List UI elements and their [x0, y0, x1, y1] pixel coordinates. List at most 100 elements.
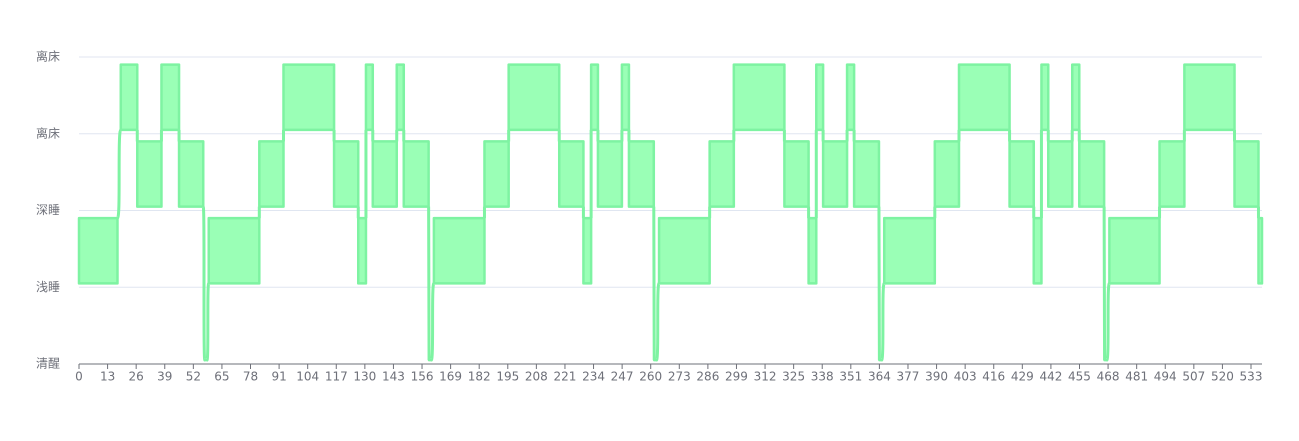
x-tick-label: 533 [1240, 370, 1263, 384]
x-tick-label: 78 [243, 370, 258, 384]
transition [882, 283, 885, 360]
sleep-band [959, 65, 1010, 130]
sleep-band [1079, 141, 1104, 206]
sleep-band [79, 218, 117, 283]
x-tick-label: 52 [186, 370, 201, 384]
x-tick-label: 338 [811, 370, 834, 384]
x-tick-label: 429 [1011, 370, 1034, 384]
sleep-band [259, 141, 283, 206]
x-tick-label: 455 [1068, 370, 1091, 384]
sleep-band [559, 141, 583, 206]
sleep-band [1109, 218, 1159, 283]
x-tick-label: 325 [782, 370, 805, 384]
x-tick-label: 13 [100, 370, 115, 384]
x-tick-label: 65 [214, 370, 229, 384]
x-tick-label: 221 [554, 370, 577, 384]
x-tick-label: 390 [925, 370, 948, 384]
transition [431, 283, 434, 360]
y-tick-label: 离床 [36, 125, 60, 140]
sleep-band [583, 218, 591, 283]
sleep-band [121, 65, 137, 130]
transition [203, 207, 205, 361]
sleep-band [823, 141, 847, 206]
sleep-band [1034, 218, 1042, 283]
transition [117, 130, 120, 218]
transition [656, 283, 659, 360]
sleep-band [137, 141, 161, 206]
y-tick-label: 深睡 [36, 203, 60, 217]
sleep-band [935, 141, 959, 206]
x-tick-label: 26 [129, 370, 144, 384]
x-tick-label: 403 [954, 370, 977, 384]
x-tick-label: 260 [639, 370, 662, 384]
x-tick-label: 442 [1039, 370, 1062, 384]
y-tick-label: 清醒 [36, 357, 60, 371]
sleep-band [809, 218, 817, 283]
x-tick-label: 182 [468, 370, 491, 384]
sleep-band [1010, 141, 1034, 206]
sleep-band [598, 141, 622, 206]
sleep-band [816, 65, 823, 130]
x-tick-label: 364 [868, 370, 891, 384]
sleep-band [847, 65, 854, 130]
x-tick-label: 494 [1154, 370, 1177, 384]
sleep-band [1041, 65, 1048, 130]
sleep-band [1048, 141, 1072, 206]
x-tick-label: 0 [75, 370, 83, 384]
sleep-band [1160, 141, 1185, 206]
x-tick-label: 286 [696, 370, 719, 384]
sleep-band [209, 218, 260, 283]
x-tick-label: 195 [496, 370, 519, 384]
sleep-band [1258, 218, 1262, 283]
sleep-band [710, 141, 734, 206]
sleep-band [366, 65, 373, 130]
x-tick-label: 91 [271, 370, 286, 384]
sleep-band [404, 141, 429, 206]
sleep-band [591, 65, 598, 130]
x-tick-label: 117 [325, 370, 348, 384]
x-tick-label: 520 [1211, 370, 1234, 384]
transition [207, 283, 209, 360]
sleep-band [1072, 65, 1079, 130]
sleep-band [629, 141, 654, 206]
sleep-band [434, 218, 485, 283]
sleep-band [622, 65, 629, 130]
sleep-band [161, 65, 179, 130]
x-tick-label: 312 [754, 370, 777, 384]
x-tick-label: 481 [1125, 370, 1148, 384]
x-tick-label: 247 [611, 370, 634, 384]
x-tick-label: 416 [982, 370, 1005, 384]
sleep-band [734, 65, 785, 130]
x-tick-label: 299 [725, 370, 748, 384]
sleep-band [179, 141, 203, 206]
sleep-band [509, 65, 560, 130]
sleep-band [659, 218, 710, 283]
sleep-band [484, 141, 508, 206]
sleep-band [283, 65, 334, 130]
y-tick-label: 离床 [36, 49, 60, 64]
x-tick-label: 143 [382, 370, 405, 384]
x-tick-label: 130 [353, 370, 376, 384]
x-tick-label: 468 [1097, 370, 1120, 384]
sleep-band [334, 141, 358, 206]
x-tick-label: 507 [1182, 370, 1205, 384]
sleep-band [358, 218, 366, 283]
x-tick-label: 104 [296, 370, 319, 384]
x-tick-label: 234 [582, 370, 605, 384]
x-tick-label: 208 [525, 370, 548, 384]
sleep-band [373, 141, 397, 206]
x-tick-label: 39 [157, 370, 172, 384]
x-tick-label: 377 [897, 370, 920, 384]
x-tick-label: 156 [411, 370, 434, 384]
sleep-band [784, 141, 808, 206]
sleep-band [397, 65, 404, 130]
y-tick-label: 浅睡 [36, 280, 60, 294]
x-tick-label: 273 [668, 370, 691, 384]
sleep-band [854, 141, 879, 206]
transition [1107, 283, 1110, 360]
x-tick-label: 351 [839, 370, 862, 384]
sleep-band [884, 218, 935, 283]
sleep-band [1184, 65, 1234, 130]
x-tick-label: 169 [439, 370, 462, 384]
